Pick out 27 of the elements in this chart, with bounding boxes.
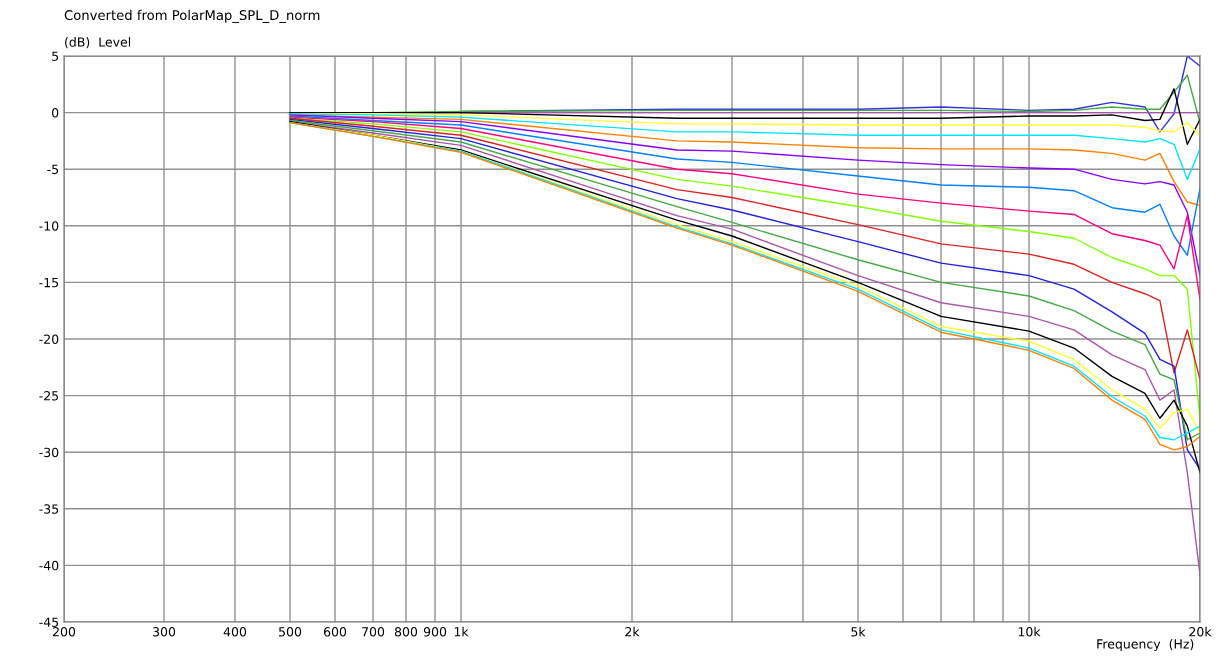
y-tick-label: -25 (39, 391, 59, 401)
x-tick-label: 2k (625, 626, 640, 637)
x-axis-title: Frequency (Hz) (1097, 638, 1194, 652)
y-tick-label: -15 (39, 278, 59, 288)
x-tick-label: 900 (423, 627, 447, 637)
x-tick-label: 200 (52, 627, 76, 637)
y-tick-label: -10 (39, 221, 59, 231)
x-tick-label: 600 (323, 627, 347, 637)
x-tick-label: 700 (362, 627, 385, 637)
y-tick-label: -45 (39, 617, 59, 627)
y-tick-label: -20 (39, 334, 59, 344)
x-tick-label: 500 (279, 627, 302, 637)
y-tick-label: -40 (39, 560, 59, 571)
x-tick-label: 20k (1189, 626, 1212, 637)
y-tick-label: 0 (52, 108, 59, 118)
y-tick-label: -35 (39, 504, 59, 514)
x-tick-label: 800 (394, 627, 418, 637)
x-tick-label: 1k (454, 626, 469, 637)
x-tick-label: 5k (851, 626, 866, 637)
y-tick-label: -5 (47, 164, 59, 175)
x-tick-label: 400 (223, 627, 247, 637)
y-axis-title: (dB) Level (65, 37, 131, 49)
x-tick-label: 10k (1018, 626, 1041, 637)
chart-title: Converted from PolarMap_SPL_D_norm (64, 9, 320, 23)
x-tick-label: 300 (153, 627, 176, 637)
y-tick-label: -30 (39, 447, 59, 458)
y-tick-label: 5 (52, 51, 59, 61)
